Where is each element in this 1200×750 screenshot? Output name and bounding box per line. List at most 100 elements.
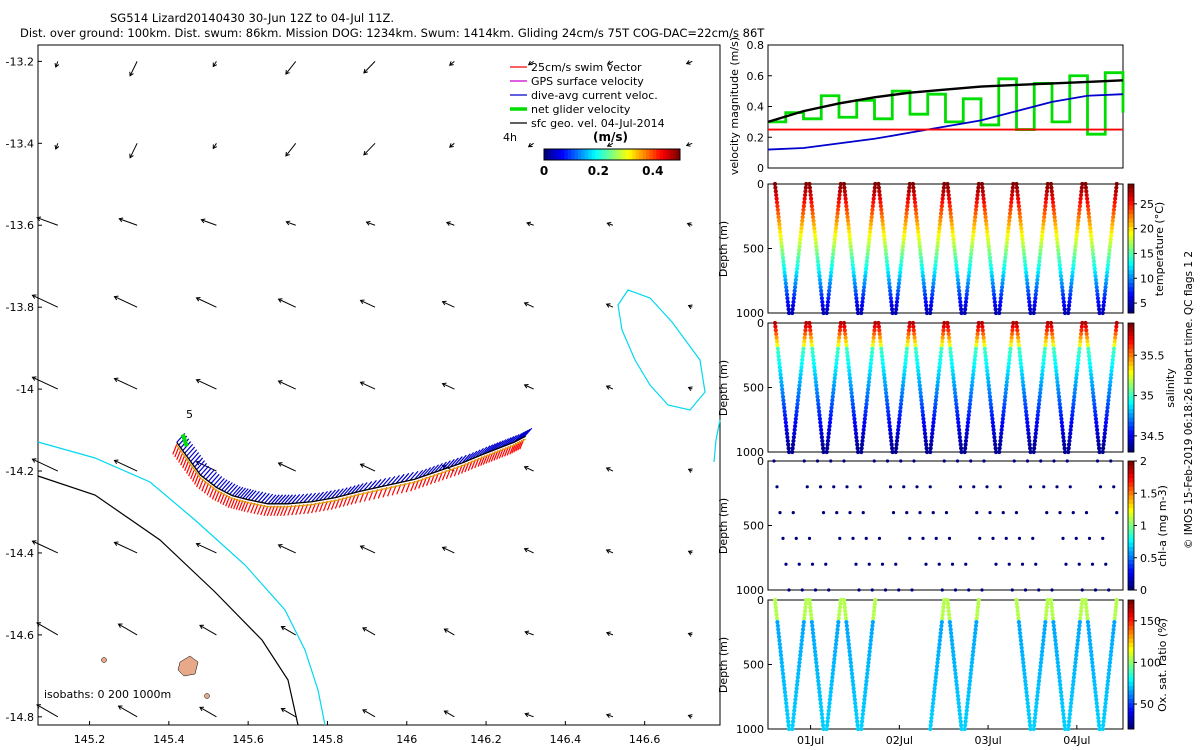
oxygen-point [1021,660,1026,665]
temperature-point [912,192,917,198]
temperature-point [965,285,970,290]
geo-arrow-head [212,144,218,150]
salinity-point [1045,324,1050,329]
salinity-point [1089,379,1094,385]
oxygen-point [951,649,956,654]
salinity-point [951,372,956,377]
oxygen-point [937,642,942,647]
oxygen-point [871,612,876,617]
temperature-point [882,237,887,242]
salinity-point [783,416,788,421]
oxygen-colorbar-swatch [1128,630,1134,635]
salinity-point [1075,365,1080,370]
salinity-point [837,328,843,333]
temperature-point [1055,244,1060,249]
salinity-point [1101,442,1106,447]
temperature-point [973,207,979,212]
temperature-point [859,307,864,312]
oxygen-point [864,678,869,684]
salinity-point [779,383,784,388]
temperature-point [975,196,980,201]
temperature-point [879,207,884,212]
dac-vector [267,494,277,505]
salinity-point [957,427,962,432]
oxygen-point [1078,616,1083,621]
temperature-point [1057,259,1062,264]
chla-point [1042,485,1046,489]
salinity-point [1071,401,1076,407]
dac-vector [221,480,231,491]
temperature-point [837,196,842,201]
salinity-point [1033,435,1038,440]
salinity-point [1089,376,1094,381]
salinity-point [1062,442,1067,447]
salinity-point [826,435,831,440]
oxygen-point [1071,675,1076,680]
temperature-point [1021,248,1026,253]
geo-arrow-head [195,296,201,302]
temperature-point [1092,266,1097,271]
oxygen-point [1058,686,1063,691]
chla-colorbar-swatch [1128,559,1134,565]
temperature-colorbar-tick-label: 5 [1140,297,1147,310]
oxygen-point [834,634,839,639]
track-line-offset [176,438,526,508]
temperature-point [1053,222,1058,227]
oxygen-point [825,719,830,724]
geo-arrow-head [277,298,283,303]
temperature-point [911,189,916,194]
map-colorbar-tick-label: 0 [540,164,548,178]
map-colorbar-swatch [550,149,555,160]
temperature-point [783,277,788,282]
oxygen-point [1108,653,1113,658]
map-colorbar-swatch [588,149,593,160]
map-colorbar-swatch [635,149,640,160]
dac-vector [468,450,478,461]
chla-point [1098,485,1103,489]
oxygen-point [792,704,797,709]
temperature-point [832,240,837,246]
salinity-point [796,394,801,399]
temperature-point [1002,262,1007,268]
salinity-point [936,376,941,381]
temperature-point [804,181,809,187]
temperature-point [818,285,823,290]
oxygen-point [962,726,967,732]
temperature-point [967,266,972,271]
salinity-point [790,446,795,451]
chla-point [1065,459,1069,463]
salinity-point [986,383,991,388]
salinity-point [917,379,922,385]
temperature-point [889,303,894,308]
salinity-point [1036,405,1041,410]
temperature-point [936,229,942,235]
oxygen-point [1076,634,1081,639]
oxygen-point [817,693,823,698]
salinity-colorbar-swatch [1128,361,1134,367]
oxygen-point [1041,638,1046,643]
salinity-point [992,435,997,440]
temperature-point [854,299,859,305]
oxygen-point [1052,631,1057,636]
temperature-point [777,222,782,227]
temperature-point [813,240,819,246]
salinity-point [872,324,877,329]
temperature-point [838,185,843,190]
temperature-point [800,215,805,220]
map-colorbar-swatch [567,149,572,160]
temperature-point [928,303,934,308]
salinity-point [831,383,837,388]
oxygen-colorbar-swatch [1128,604,1134,610]
temperature-point [940,196,945,201]
temperature-point [1104,277,1109,282]
temperature-point [791,296,796,301]
temperature-y-tick-label: 500 [743,243,764,256]
date-tick-label: 03Jul [974,734,1001,747]
chla-point [964,562,968,566]
swim-vector [291,504,297,516]
salinity-point [784,431,790,436]
temperature-point [833,226,839,231]
temperature-point [941,185,946,190]
salinity-point [948,350,953,355]
oxygen-point [1073,660,1078,665]
